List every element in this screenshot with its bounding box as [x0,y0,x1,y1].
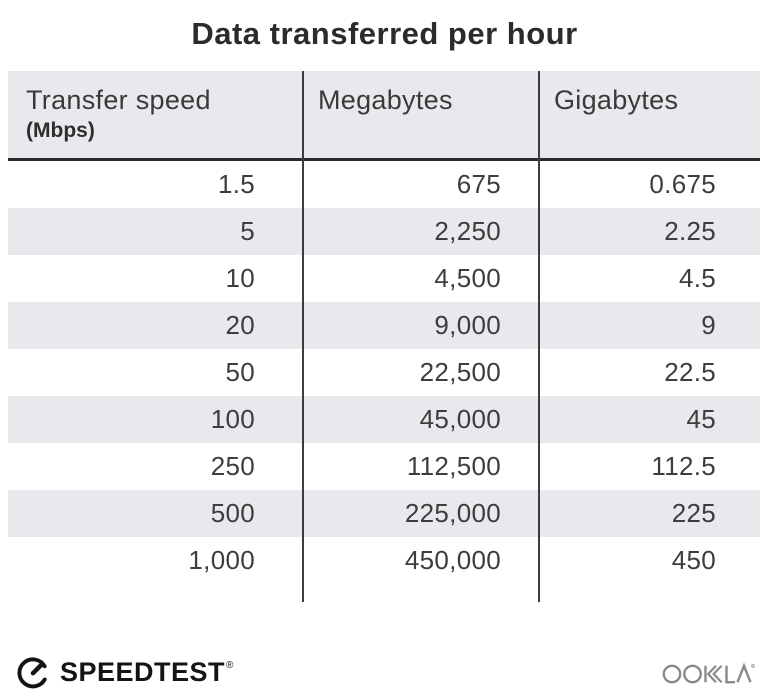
cell-speed: 5 [240,216,255,246]
cell-speed: 10 [225,263,255,293]
cell-gigabytes: 2.25 [664,216,716,246]
cell-megabytes: 112,500 [406,451,501,481]
header-row: Transfer speed (Mbps) Megabytes Gigabyte… [8,71,760,161]
header-label-transfer-speed: Transfer speed [26,85,211,115]
header-cell-transfer-speed: Transfer speed (Mbps) [8,71,303,161]
table-row: 250 112,500 112.5 [8,443,760,490]
cell-gigabytes: 225 [671,498,716,528]
header-label-megabytes: Megabytes [318,85,453,115]
page-title: Data transferred per hour [191,16,578,51]
ookla-logo [662,658,755,693]
cell-megabytes: 22,500 [419,357,501,387]
speedtest-logo: SPEEDTEST® [15,654,233,690]
table-row: 500 225,000 225 [8,490,760,537]
cell-speed: 250 [210,451,255,481]
cell-speed: 1,000 [188,545,255,575]
cell-gigabytes: 450 [671,545,716,575]
column-divider-1 [302,71,304,602]
ookla-wordmark-icon [662,662,755,684]
cell-speed: 500 [210,498,255,528]
table-row: 1.5 675 0.675 [8,160,760,209]
column-divider-2 [538,71,540,602]
table-row: 10 4,500 4.5 [8,255,760,302]
table-row: 1,000 450,000 450 [8,537,760,584]
cell-megabytes: 4,500 [434,263,501,293]
header-cell-gigabytes: Gigabytes [539,71,760,161]
header-label-gigabytes: Gigabytes [554,85,679,115]
cell-gigabytes: 9 [701,310,716,340]
data-table: Transfer speed (Mbps) Megabytes Gigabyte… [8,71,760,584]
table-row: 5 2,250 2.25 [8,208,760,255]
table-body: 1.5 675 0.675 5 2,250 2.25 10 4,500 4.5 … [8,160,760,585]
cell-speed: 20 [225,310,255,340]
cell-gigabytes: 4.5 [678,263,716,293]
cell-speed: 100 [210,404,255,434]
cell-gigabytes: 0.675 [649,169,716,199]
speedtest-label: SPEEDTEST [60,657,226,687]
cell-megabytes: 225,000 [404,498,501,528]
cell-gigabytes: 112.5 [651,451,716,481]
table-row: 100 45,000 45 [8,396,760,443]
cell-megabytes: 450,000 [404,545,501,575]
table-header: Transfer speed (Mbps) Megabytes Gigabyte… [8,71,760,161]
table-row: 20 9,000 9 [8,302,760,349]
cell-speed: 1.5 [217,169,255,199]
registered-trademark-icon: ® [226,660,234,671]
cell-megabytes: 9,000 [434,310,501,340]
cell-megabytes: 675 [456,169,501,199]
cell-gigabytes: 45 [686,404,716,434]
header-cell-megabytes: Megabytes [303,71,539,161]
cell-gigabytes: 22.5 [664,357,716,387]
cell-megabytes: 45,000 [419,404,501,434]
cell-megabytes: 2,250 [434,216,501,246]
cell-speed: 50 [225,357,255,387]
speedtest-gauge-icon [15,654,51,690]
header-sublabel-mbps: (Mbps) [26,119,95,142]
speedtest-wordmark: SPEEDTEST® [60,654,233,690]
table-row: 50 22,500 22.5 [8,349,760,396]
